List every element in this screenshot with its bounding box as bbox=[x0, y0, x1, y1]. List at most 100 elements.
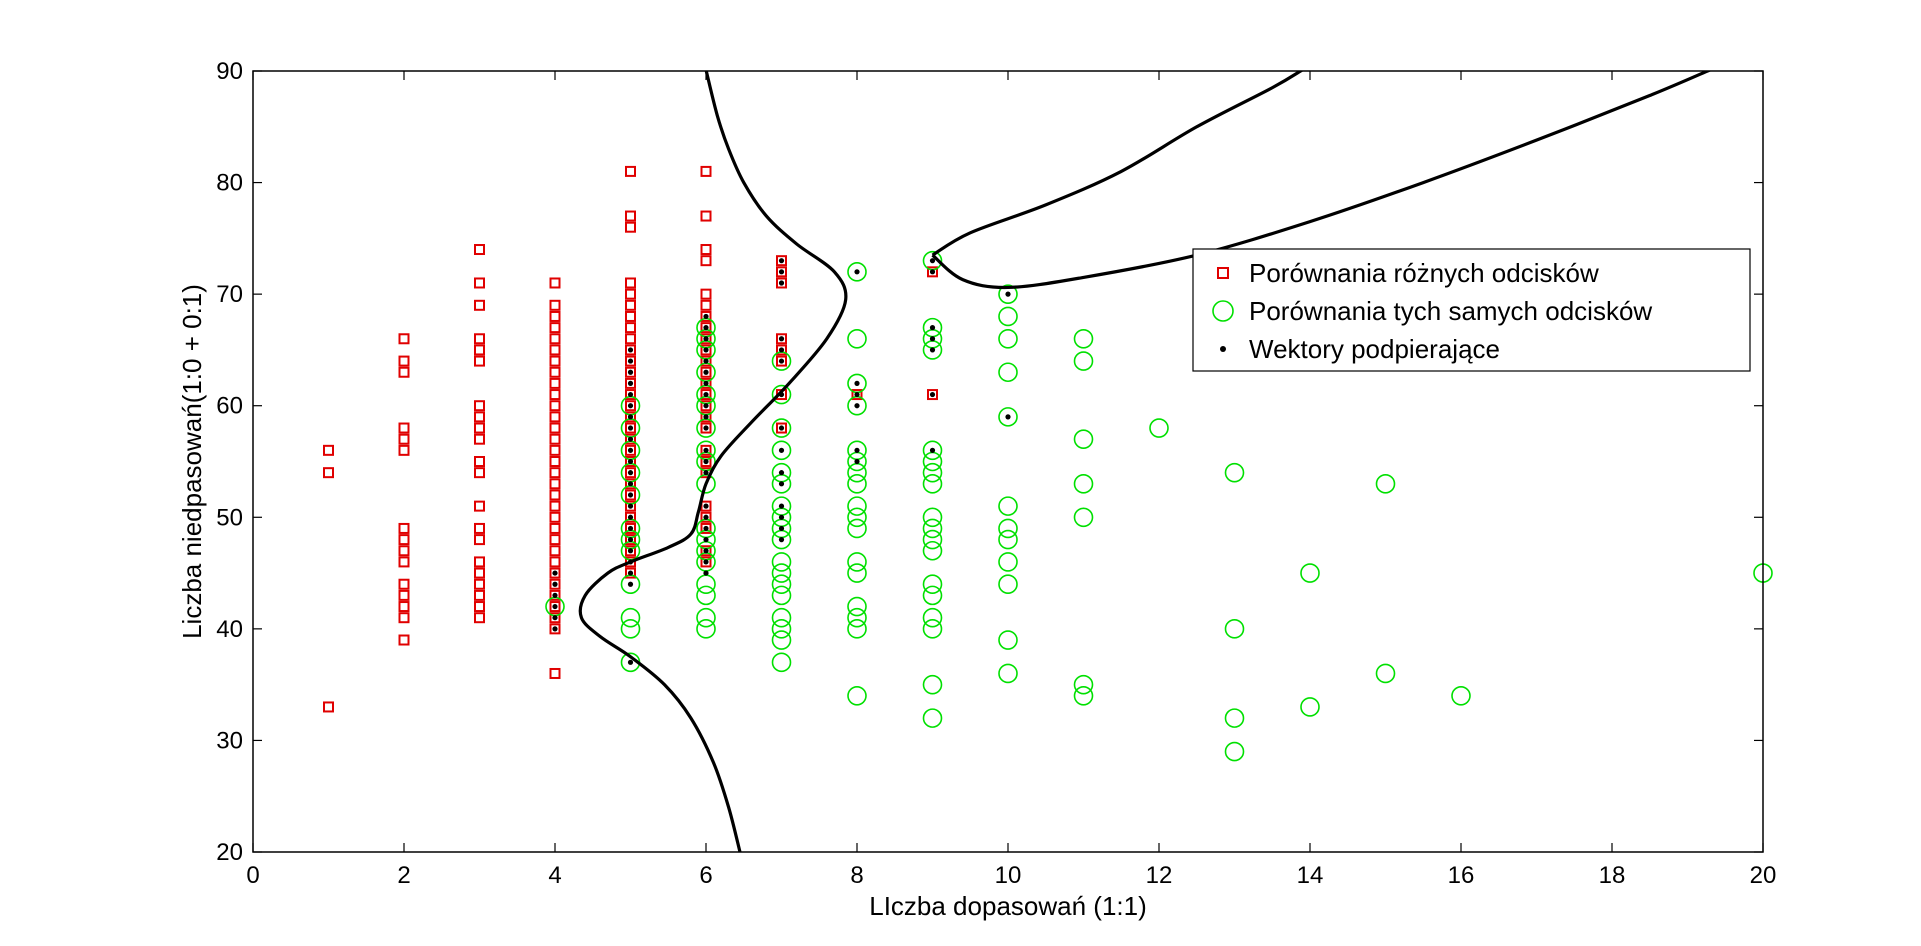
same-fingerprint-marker bbox=[922, 674, 943, 695]
same-fingerprint-marker bbox=[696, 607, 716, 628]
different-fingerprint-marker bbox=[549, 567, 561, 579]
same-fingerprint-marker bbox=[696, 619, 716, 639]
x-tick-label: 4 bbox=[548, 862, 561, 889]
different-fingerprint-marker bbox=[398, 333, 410, 345]
same-fingerprint-marker bbox=[771, 585, 792, 606]
same-fingerprint-marker bbox=[998, 529, 1018, 550]
different-fingerprint-marker bbox=[474, 299, 485, 311]
different-fingerprint-marker bbox=[625, 299, 636, 311]
different-fingerprint-marker bbox=[625, 210, 636, 222]
same-fingerprint-marker bbox=[1224, 708, 1245, 728]
same-fingerprint-marker bbox=[847, 474, 867, 494]
different-fingerprint-marker bbox=[625, 411, 636, 423]
different-fingerprint-marker bbox=[776, 255, 787, 267]
support-vector-marker bbox=[854, 380, 860, 386]
x-tick-label: 6 bbox=[699, 862, 712, 889]
same-fingerprint-marker bbox=[922, 619, 943, 639]
support-vector-marker bbox=[778, 269, 785, 275]
different-fingerprint-marker bbox=[474, 344, 485, 356]
different-fingerprint-marker bbox=[398, 601, 410, 613]
different-fingerprint-marker bbox=[549, 489, 561, 501]
same-fingerprint-marker bbox=[771, 607, 792, 628]
same-fingerprint-marker bbox=[1073, 674, 1094, 695]
same-fingerprint-marker bbox=[922, 440, 943, 461]
different-fingerprint-marker bbox=[398, 589, 410, 601]
support-vector-marker bbox=[703, 425, 709, 431]
same-fingerprint-marker bbox=[620, 619, 641, 639]
legend-label-support: Wektory podpierające bbox=[1249, 334, 1500, 364]
different-fingerprint-marker bbox=[625, 400, 636, 412]
x-axis-label: LIczba dopasowań (1:1) bbox=[869, 891, 1147, 921]
legend-entry-same: Porównania tych samych odcisków bbox=[1212, 296, 1652, 326]
support-vector-marker bbox=[778, 258, 785, 264]
series-2 bbox=[552, 258, 1011, 665]
different-fingerprint-marker bbox=[398, 578, 410, 590]
different-fingerprint-marker bbox=[323, 444, 334, 456]
different-fingerprint-marker bbox=[549, 389, 561, 401]
different-fingerprint-marker bbox=[398, 556, 410, 568]
support-vector-marker bbox=[778, 358, 785, 364]
different-fingerprint-marker bbox=[474, 556, 485, 568]
support-vector-marker bbox=[627, 503, 634, 509]
y-tick-label: 90 bbox=[216, 58, 243, 85]
y-tick-label: 60 bbox=[216, 393, 243, 420]
same-fingerprint-marker bbox=[922, 540, 943, 561]
support-vector-marker bbox=[778, 525, 785, 532]
same-fingerprint-marker bbox=[771, 619, 792, 639]
support-vector-marker bbox=[552, 603, 558, 610]
different-fingerprint-marker bbox=[474, 400, 485, 412]
same-fingerprint-marker bbox=[847, 563, 867, 583]
support-vector-marker bbox=[778, 470, 785, 476]
different-fingerprint-marker bbox=[625, 444, 636, 456]
same-fingerprint-marker bbox=[922, 518, 943, 539]
same-fingerprint-marker bbox=[998, 328, 1018, 349]
same-fingerprint-marker bbox=[620, 607, 641, 628]
different-fingerprint-marker bbox=[323, 701, 334, 713]
y-tick-label: 80 bbox=[216, 170, 243, 197]
same-fingerprint-marker bbox=[1073, 474, 1094, 494]
same-fingerprint-marker bbox=[1224, 462, 1245, 483]
different-fingerprint-marker bbox=[549, 601, 561, 613]
same-fingerprint-marker bbox=[771, 652, 792, 673]
support-vector-marker bbox=[854, 458, 860, 465]
support-vector-marker bbox=[929, 347, 936, 353]
support-vector-marker bbox=[854, 403, 860, 409]
x-tick-label: 8 bbox=[850, 862, 863, 889]
different-fingerprint-marker bbox=[398, 612, 410, 624]
support-vector-marker bbox=[627, 369, 634, 375]
same-fingerprint-marker bbox=[922, 474, 943, 494]
legend-entry-support: Wektory podpierające bbox=[1220, 334, 1500, 364]
same-fingerprint-marker bbox=[847, 496, 867, 516]
support-vector-marker bbox=[627, 436, 634, 442]
different-fingerprint-marker bbox=[625, 165, 636, 177]
support-vector-marker bbox=[854, 447, 860, 453]
different-fingerprint-marker bbox=[700, 556, 712, 568]
different-fingerprint-marker bbox=[474, 277, 485, 289]
support-vector-marker bbox=[929, 325, 936, 331]
different-fingerprint-marker bbox=[927, 266, 938, 278]
support-vector-marker bbox=[552, 626, 558, 632]
different-fingerprint-marker bbox=[398, 366, 410, 378]
different-fingerprint-marker bbox=[625, 277, 636, 289]
same-fingerprint-marker bbox=[696, 585, 716, 606]
different-fingerprint-marker bbox=[398, 634, 410, 646]
different-fingerprint-marker bbox=[549, 522, 561, 534]
same-fingerprint-marker bbox=[696, 574, 716, 595]
different-fingerprint-marker bbox=[700, 255, 712, 267]
different-fingerprint-marker bbox=[625, 310, 636, 322]
different-fingerprint-marker bbox=[625, 456, 636, 467]
support-vector-marker bbox=[627, 659, 634, 665]
same-fingerprint-marker bbox=[998, 407, 1018, 427]
different-fingerprint-marker bbox=[776, 355, 787, 367]
different-fingerprint-marker bbox=[549, 366, 561, 378]
different-fingerprint-marker bbox=[549, 344, 561, 356]
different-fingerprint-marker bbox=[549, 422, 561, 434]
same-fingerprint-marker bbox=[847, 507, 867, 528]
different-fingerprint-marker bbox=[398, 534, 410, 546]
different-fingerprint-marker bbox=[776, 277, 787, 289]
different-fingerprint-marker bbox=[700, 411, 712, 423]
same-fingerprint-marker bbox=[847, 262, 867, 282]
different-fingerprint-marker bbox=[549, 612, 561, 624]
support-vector-marker bbox=[703, 514, 709, 520]
